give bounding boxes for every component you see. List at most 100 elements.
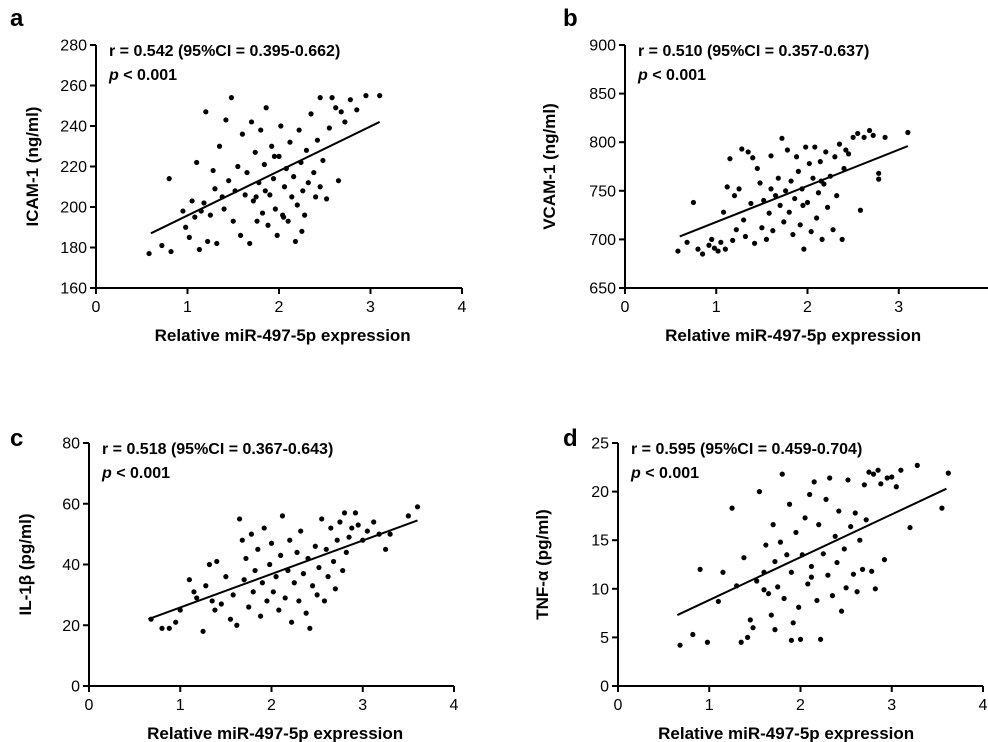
panel-a-y-tick-label: 280 bbox=[60, 38, 87, 55]
panel-a-data-point bbox=[305, 180, 311, 186]
panel-a-data-point bbox=[296, 127, 302, 133]
panel-a-data-point bbox=[317, 95, 323, 101]
panel-c-data-point bbox=[212, 607, 218, 613]
panel-d-data-point bbox=[784, 552, 790, 558]
panel-a-data-point bbox=[194, 159, 200, 166]
panel-d-data-point bbox=[832, 533, 838, 539]
panel-b-data-point bbox=[718, 239, 724, 245]
panel-a-data-point bbox=[166, 176, 172, 182]
panel-c-data-point bbox=[287, 537, 293, 543]
panel-c-data-point bbox=[227, 616, 234, 622]
panel-c-data-point bbox=[214, 558, 220, 565]
panel-c-data-point bbox=[241, 577, 247, 583]
panel-d-data-point bbox=[872, 586, 878, 592]
panel-b-data-point bbox=[841, 165, 847, 172]
panel-b-data-point bbox=[742, 233, 749, 240]
panel-d-data-point bbox=[878, 481, 884, 487]
panel-a-data-point bbox=[300, 188, 306, 194]
panel-a-data-point bbox=[226, 178, 232, 184]
panel-a-data-point bbox=[159, 242, 165, 249]
panel-c-x-axis-label: Relative miR-497-5p expression bbox=[147, 724, 403, 742]
panel-b-data-point bbox=[839, 236, 845, 242]
panel-d-data-point bbox=[863, 517, 869, 523]
panel-b-data-point bbox=[855, 130, 861, 137]
panel-a-data-point bbox=[326, 125, 332, 131]
panel-c-data-point bbox=[259, 580, 265, 586]
panel-b-data-point bbox=[861, 134, 867, 140]
panel-b-regression-line bbox=[679, 145, 909, 238]
panel-b-data-point bbox=[768, 186, 774, 192]
panel-c-data-point bbox=[364, 528, 370, 534]
panel-b-data-point bbox=[843, 147, 849, 153]
panel-b-data-point bbox=[770, 228, 776, 234]
panel-d-data-point bbox=[811, 479, 817, 485]
panel-b-data-point bbox=[832, 154, 838, 160]
panel-d-data-point bbox=[738, 639, 744, 645]
panel-a-data-point bbox=[265, 222, 271, 228]
panel-d-data-point bbox=[802, 515, 808, 521]
panel-c-data-point bbox=[337, 519, 343, 525]
panel-b-data-point bbox=[736, 186, 742, 192]
panel-d-x-tick-label: 0 bbox=[614, 697, 623, 714]
panel-d-data-point bbox=[744, 634, 751, 641]
panel-c-x-tick-label: 4 bbox=[450, 697, 459, 714]
panel-a-data-point bbox=[253, 194, 259, 200]
panel-d-data-point bbox=[893, 484, 899, 490]
panel-a-data-point bbox=[267, 192, 273, 198]
panel-b-data-point bbox=[709, 236, 715, 242]
panel-c-data-point bbox=[206, 561, 213, 568]
panel-b-data-point bbox=[806, 160, 812, 167]
panel-d-data-point bbox=[805, 581, 811, 587]
panel-a-data-point bbox=[242, 192, 248, 198]
panel-d-letter: d bbox=[563, 425, 578, 452]
panel-c-data-point bbox=[173, 619, 179, 625]
panel-a-data-point bbox=[299, 228, 305, 234]
panel-c-data-point bbox=[267, 561, 273, 568]
panel-d-data-point bbox=[790, 620, 796, 626]
panel-b-data-point bbox=[812, 144, 818, 150]
panel-b-data-point bbox=[870, 132, 876, 138]
panel-d: d 0 5 10 15 20 25 0 1 2 3 4 Relative miR-497-5p expr… bbox=[533, 425, 988, 742]
panel-a-data-point bbox=[237, 232, 244, 238]
panel-a-data-point bbox=[276, 153, 282, 159]
panel-c-data-point bbox=[414, 504, 421, 510]
panel-c-data-point bbox=[328, 525, 334, 531]
panel-a-data-point bbox=[333, 105, 339, 111]
panel-c-data-point bbox=[312, 543, 318, 549]
panel-a-data-point bbox=[244, 169, 250, 176]
panel-a-data-point bbox=[205, 238, 211, 245]
panel-d-x-tick-label: 3 bbox=[887, 697, 896, 714]
panel-c-y-axis-label: IL-1β (pg/ml) bbox=[16, 514, 35, 616]
panel-a-data-point bbox=[308, 111, 314, 117]
panel-b-data-point bbox=[866, 127, 873, 134]
panel-b-x-axis-label: Relative miR-497-5p expression bbox=[665, 326, 921, 345]
panel-b-data-point bbox=[751, 240, 758, 246]
panel-c-data-point bbox=[279, 513, 286, 519]
panel-a-data-point bbox=[192, 214, 198, 220]
panel-b-data-point bbox=[727, 156, 733, 162]
panel-c-data-point bbox=[330, 558, 337, 565]
panel-b-data-point bbox=[745, 149, 751, 155]
panel-a-data-point bbox=[263, 105, 269, 111]
panel-a-data-point bbox=[210, 167, 216, 174]
panel-a-data-point bbox=[216, 143, 223, 149]
panel-d-data-point bbox=[854, 589, 860, 595]
panel-d-data-point bbox=[770, 522, 776, 528]
panel-b-data-point bbox=[759, 225, 765, 231]
panel-d-data-point bbox=[834, 559, 840, 566]
panel-a: a 160 180 200 220 240 260 280 0 1 2 3 4 Relative miR-… bbox=[10, 5, 467, 345]
panel-b-data-point bbox=[781, 219, 787, 225]
panel-c-x-tick-label: 1 bbox=[176, 697, 185, 714]
panel-b-x-tick-label: 0 bbox=[621, 299, 630, 316]
panel-b-data-point bbox=[724, 184, 730, 190]
panel-b-data-point bbox=[800, 202, 806, 208]
panel-c-data-point bbox=[319, 516, 325, 522]
panel-c-data-point bbox=[341, 510, 348, 516]
panel-d-data-point bbox=[715, 598, 721, 605]
panel-c-data-point bbox=[288, 619, 295, 625]
panel-d-p-rest: < 0.001 bbox=[641, 465, 699, 482]
panel-b-data-point bbox=[750, 155, 756, 161]
panel-b-data-point bbox=[768, 153, 774, 159]
panel-c-data-point bbox=[332, 586, 338, 592]
panel-a-data-point bbox=[335, 178, 342, 184]
